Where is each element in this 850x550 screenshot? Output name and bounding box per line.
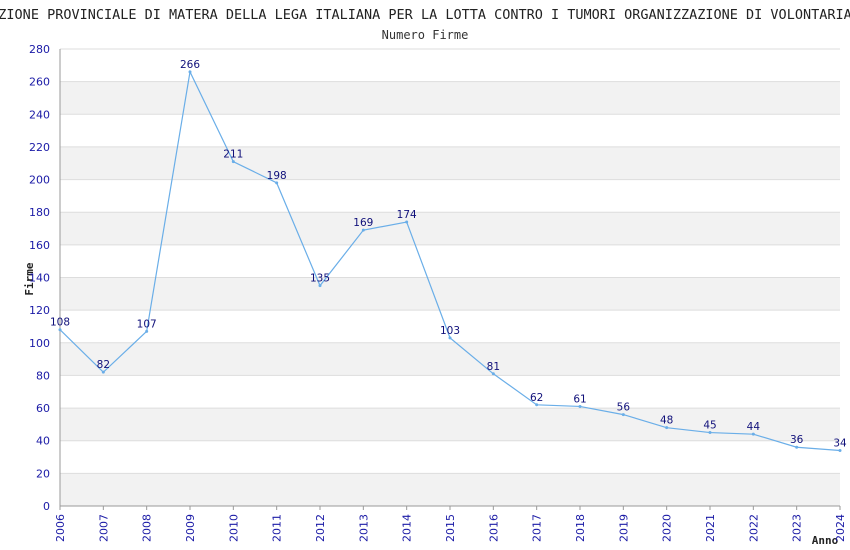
grid-lines bbox=[60, 48, 840, 507]
y-tick-label: 40 bbox=[36, 435, 50, 448]
y-axis-label: Firme bbox=[23, 262, 36, 295]
data-point bbox=[231, 160, 235, 164]
y-tick-label: 260 bbox=[29, 76, 50, 89]
data-label: 56 bbox=[617, 402, 631, 414]
y-tick-label: 240 bbox=[29, 108, 50, 121]
data-point bbox=[361, 228, 365, 232]
y-tick-label: 220 bbox=[29, 141, 50, 154]
data-point bbox=[188, 70, 192, 74]
data-point bbox=[708, 431, 712, 435]
x-tick-label: 2016 bbox=[487, 514, 500, 542]
grid-band bbox=[60, 81, 840, 115]
data-label: 61 bbox=[573, 393, 586, 405]
data-label: 107 bbox=[137, 318, 157, 330]
chart-title: SEZIONE PROVINCIALE DI MATERA DELLA LEGA… bbox=[0, 7, 850, 23]
x-tick-label: 2017 bbox=[531, 514, 544, 542]
axes bbox=[59, 49, 841, 510]
grid-band bbox=[60, 342, 840, 376]
grid-band bbox=[60, 212, 840, 245]
x-tick-label: 2010 bbox=[227, 514, 240, 542]
x-tick-label: 2022 bbox=[747, 514, 760, 542]
data-label: 62 bbox=[530, 392, 543, 404]
x-tick-label: 2011 bbox=[271, 514, 284, 542]
data-point bbox=[318, 284, 322, 288]
y-tick-label: 20 bbox=[36, 467, 50, 480]
x-axis-label: Anno bbox=[812, 534, 839, 547]
data-label: 174 bbox=[397, 209, 417, 221]
x-tick-label: 2013 bbox=[357, 514, 370, 542]
y-tick-label: 180 bbox=[29, 206, 50, 219]
series-line bbox=[59, 69, 841, 452]
grid-band bbox=[60, 277, 840, 311]
data-point bbox=[751, 432, 755, 436]
y-tick-label: 140 bbox=[29, 272, 50, 285]
x-tick-label: 2009 bbox=[184, 514, 197, 542]
x-tick-label: 2020 bbox=[661, 514, 674, 542]
data-point bbox=[275, 181, 279, 185]
data-label: 44 bbox=[747, 421, 761, 433]
data-label: 211 bbox=[223, 149, 243, 161]
x-tick-label: 2012 bbox=[314, 514, 327, 542]
x-tick-label: 2024 bbox=[834, 514, 847, 542]
data-point bbox=[838, 449, 842, 453]
x-tick-label: 2023 bbox=[791, 514, 804, 542]
y-tick-labels: 0 20 40 60 80 100 120 140 160 180 200 220 240 260 280 bbox=[29, 43, 50, 513]
data-point bbox=[535, 403, 539, 407]
data-label: 198 bbox=[267, 170, 287, 182]
data-point bbox=[578, 404, 582, 408]
data-point bbox=[621, 413, 625, 417]
y-tick-label: 200 bbox=[29, 174, 50, 187]
y-tick-label: 160 bbox=[29, 239, 50, 252]
y-tick-label: 0 bbox=[43, 500, 50, 513]
grid-band bbox=[60, 408, 840, 441]
data-point bbox=[491, 372, 495, 376]
y-tick-label: 120 bbox=[29, 304, 50, 317]
x-tick-label: 2008 bbox=[141, 514, 154, 542]
grid-band bbox=[60, 473, 840, 506]
data-points bbox=[58, 70, 842, 453]
grid-band bbox=[60, 146, 840, 180]
data-label: 169 bbox=[353, 217, 373, 229]
data-label: 103 bbox=[440, 325, 460, 337]
x-tick-label: 2019 bbox=[617, 514, 630, 542]
y-tick-label: 100 bbox=[29, 337, 50, 350]
data-labels: 108 82 107 266 211 198 135 169 174 103 81 62 61 56 48 4… bbox=[50, 59, 847, 450]
x-tick-label: 2006 bbox=[54, 514, 67, 542]
data-label: 82 bbox=[97, 359, 110, 371]
y-tick-label: 80 bbox=[36, 369, 50, 382]
data-point bbox=[405, 220, 409, 224]
grid-bands bbox=[60, 81, 840, 506]
data-point bbox=[665, 426, 669, 430]
data-point bbox=[448, 336, 452, 340]
data-point bbox=[58, 328, 62, 332]
data-label: 108 bbox=[50, 317, 70, 329]
data-label: 266 bbox=[180, 59, 200, 71]
series-line-group bbox=[59, 69, 841, 452]
data-label: 135 bbox=[310, 273, 330, 285]
y-tick-label: 280 bbox=[29, 43, 50, 56]
x-tick-label: 2014 bbox=[401, 514, 414, 542]
data-label: 48 bbox=[660, 415, 673, 427]
data-point bbox=[145, 329, 149, 333]
x-tick-label: 2018 bbox=[574, 514, 587, 542]
x-tick-label: 2007 bbox=[97, 514, 110, 542]
data-label: 34 bbox=[833, 438, 847, 450]
data-label: 45 bbox=[703, 420, 716, 432]
data-label: 36 bbox=[790, 434, 804, 446]
y-tick-label: 60 bbox=[36, 402, 50, 415]
data-label: 81 bbox=[487, 361, 500, 373]
x-tick-label: 2015 bbox=[444, 514, 457, 542]
x-tick-labels: 2006 2007 2008 2009 2010 2011 2012 2013 2014 2015… bbox=[54, 514, 847, 542]
x-tick-label: 2021 bbox=[704, 514, 717, 542]
data-point bbox=[795, 445, 799, 449]
data-point bbox=[101, 370, 105, 374]
chart-subtitle: Numero Firme bbox=[382, 28, 469, 42]
